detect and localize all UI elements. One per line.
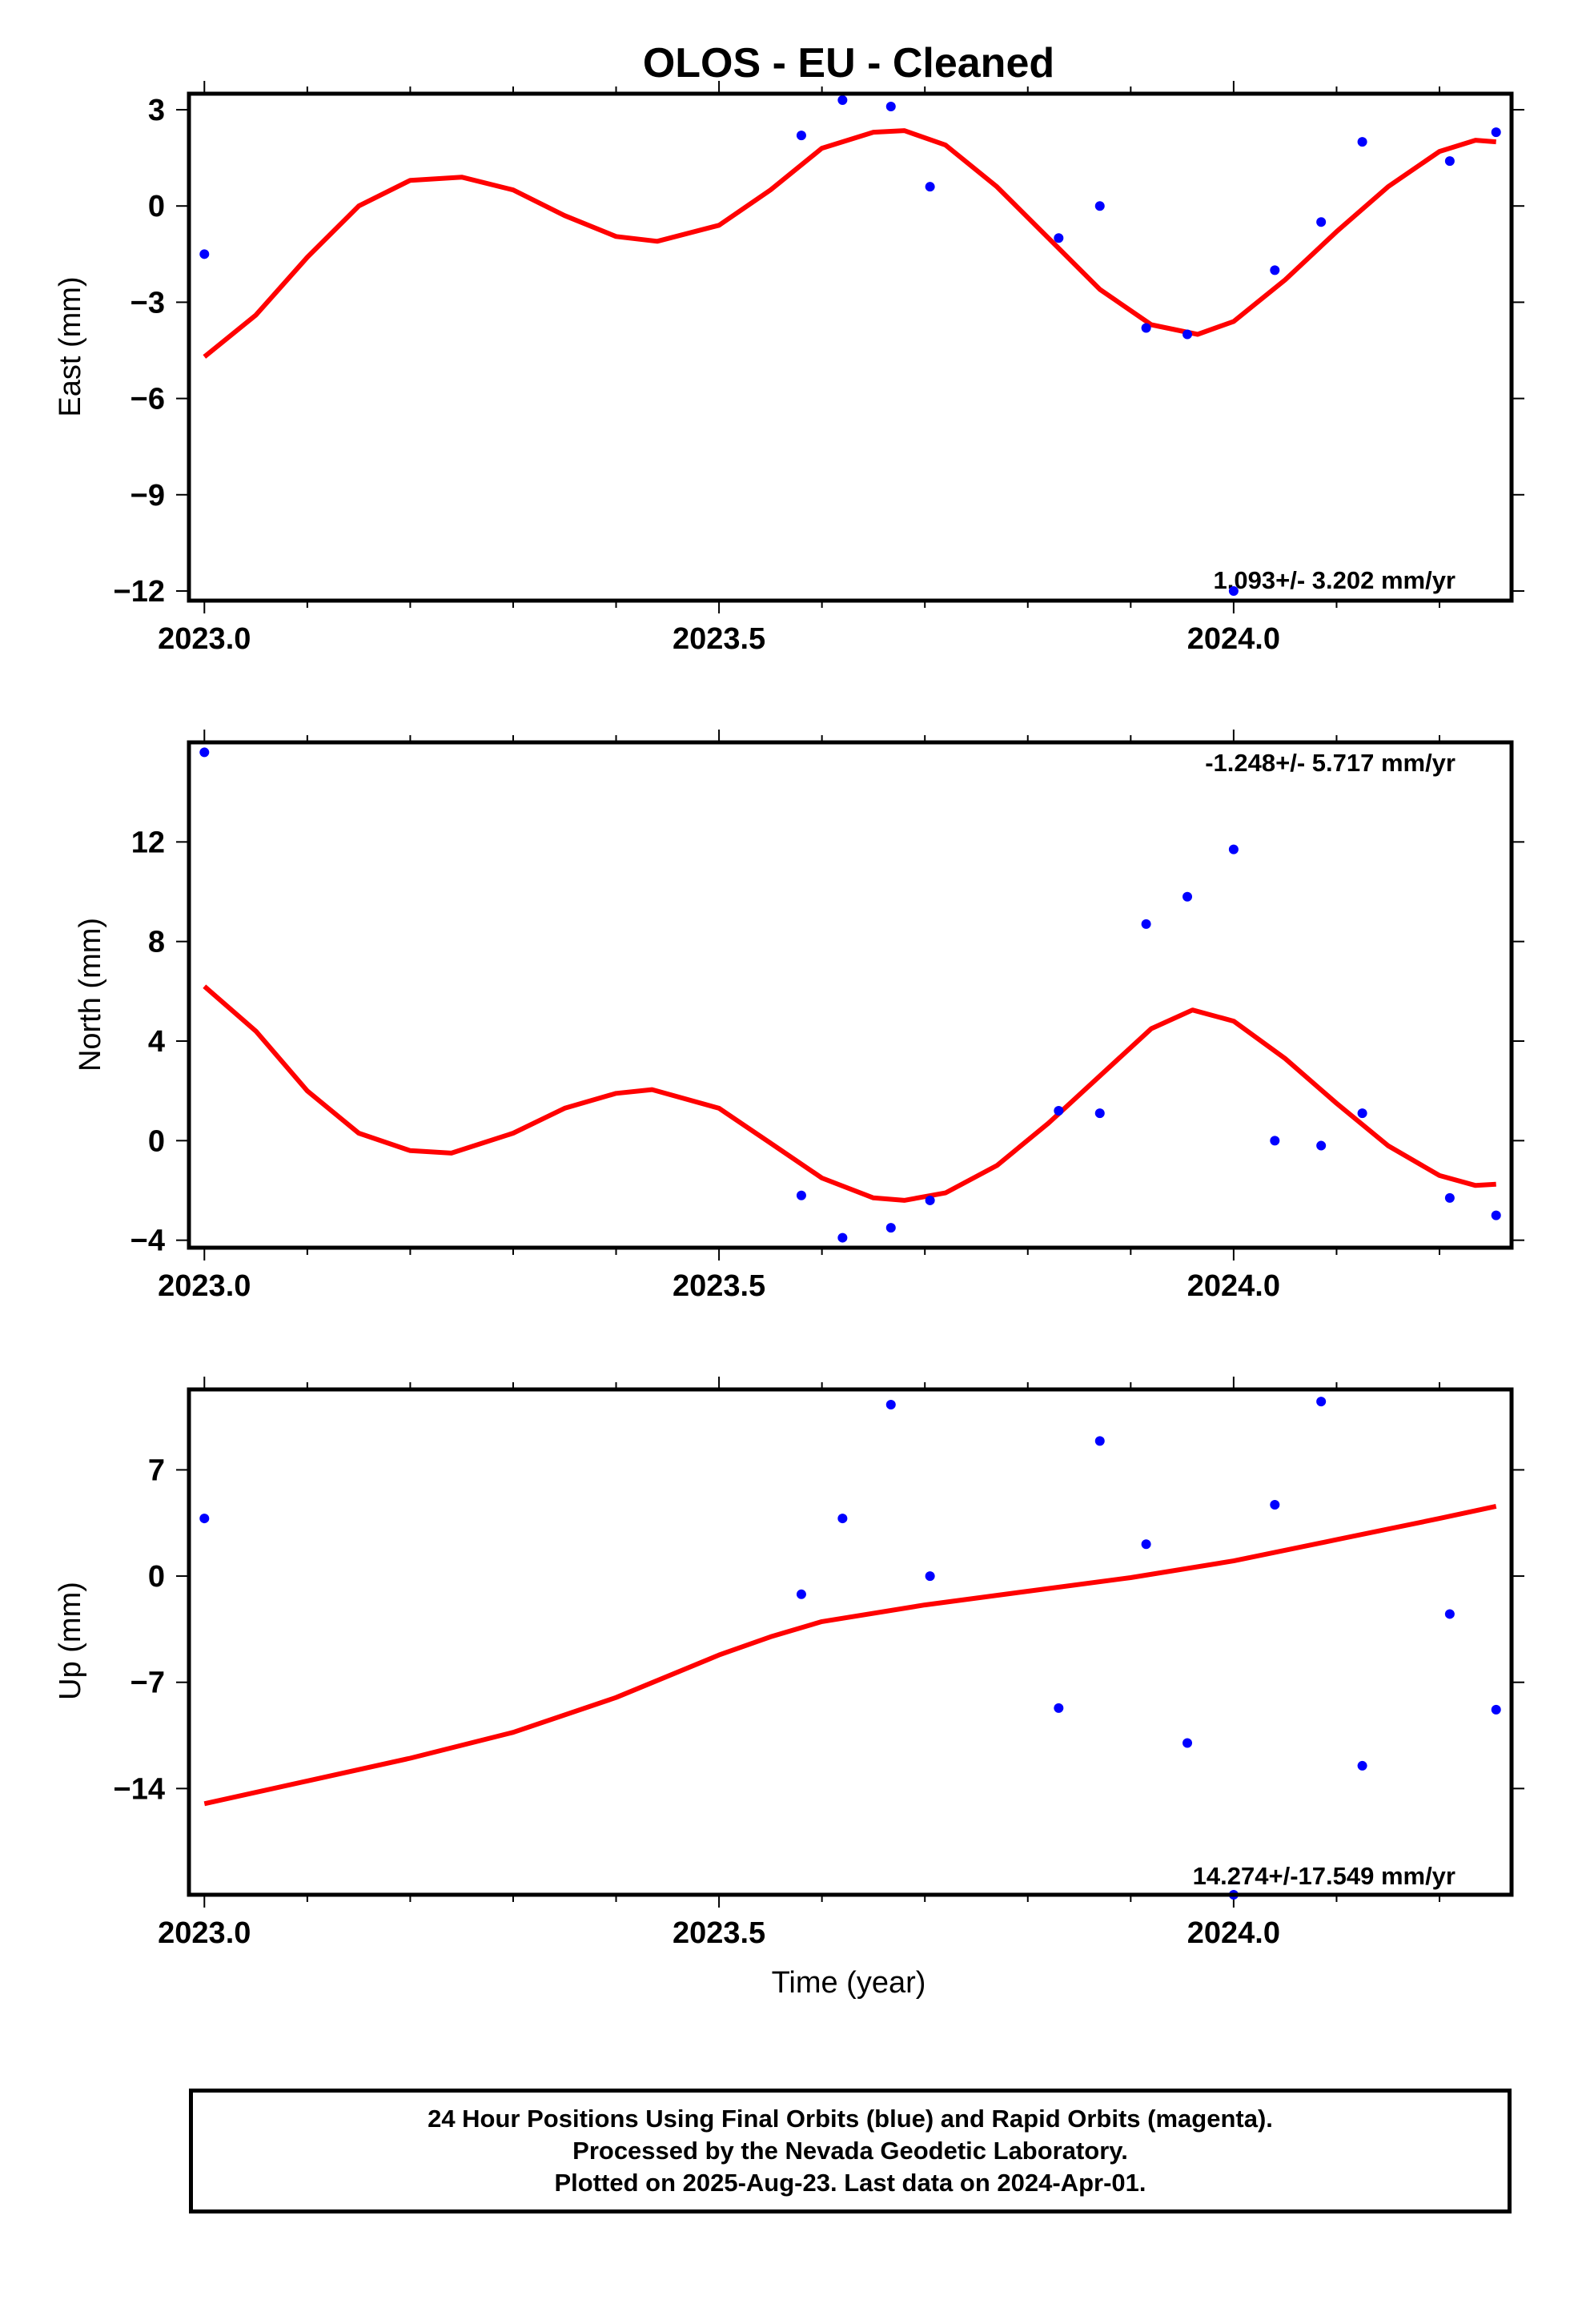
east-data-point: [1316, 217, 1327, 227]
east-plot-frame: [187, 91, 1514, 603]
east-rate-label: 1.093+/- 3.202 mm/yr: [1214, 566, 1456, 594]
east-data-point: [1228, 585, 1239, 596]
north-data-point: [837, 1232, 848, 1243]
up-data-point: [925, 1571, 935, 1582]
east-ytick-label: −6: [130, 383, 165, 416]
east-ytick-label: −12: [114, 575, 165, 609]
east-xtick-label: 2024.0: [1187, 622, 1280, 656]
north-data-point: [1054, 1106, 1064, 1116]
east-data-point: [885, 102, 896, 112]
up-data-point: [1316, 1397, 1327, 1407]
north-data-point: [1270, 1136, 1280, 1146]
east-ytick-label: 3: [148, 94, 165, 127]
up-ytick-label: 7: [148, 1454, 165, 1487]
north-data-point: [1094, 1108, 1105, 1119]
up-data-point: [1270, 1500, 1280, 1510]
east-ytick-label: −3: [130, 286, 165, 320]
up-xtick-label: 2024.0: [1187, 1916, 1280, 1950]
north-data-point: [1357, 1108, 1367, 1119]
up-xtick-label: 2023.0: [158, 1916, 251, 1950]
east-data-point: [837, 95, 848, 106]
up-data-point: [837, 1514, 848, 1524]
up-axis-label: Up (mm): [54, 1582, 87, 1700]
east-data-point: [1054, 233, 1064, 243]
north-axis-label: North (mm): [74, 918, 107, 1072]
up-rate-label: 14.274+/-17.549 mm/yr: [1193, 1862, 1456, 1890]
time-axis-label: Time (year): [772, 1966, 926, 2000]
up-data-point: [796, 1589, 806, 1599]
north-ytick-label: 12: [131, 826, 165, 859]
north-data-point: [1491, 1210, 1501, 1220]
footer-line-3: Plotted on 2025-Aug-23. Last data on 202…: [554, 2169, 1146, 2197]
north-rate-label: -1.248+/- 5.717 mm/yr: [1205, 749, 1456, 777]
east-data-point: [1094, 201, 1105, 211]
east-fit-line: [203, 128, 1496, 359]
up-ytick-label: −14: [114, 1772, 165, 1806]
north-data-point: [199, 747, 210, 758]
up-xtick-label: 2023.5: [673, 1916, 765, 1950]
east-axis-label: East (mm): [54, 276, 87, 416]
up-data-point: [1054, 1703, 1064, 1713]
up-data-point: [1182, 1738, 1193, 1748]
chart-title: OLOS - EU - Cleaned: [643, 40, 1054, 86]
north-plot-frame: [187, 740, 1514, 1250]
north-data-point: [1141, 919, 1151, 929]
footer-line-1: 24 Hour Positions Using Final Orbits (bl…: [428, 2105, 1273, 2133]
north-ytick-label: 8: [148, 926, 165, 959]
north-data-point: [885, 1223, 896, 1233]
east-data-point: [199, 249, 210, 259]
east-panel: East (mm) 1.093+/- 3.202 mm/yr 2023.0 202…: [54, 81, 1524, 656]
north-data-point: [925, 1195, 935, 1205]
north-ytick-label: −4: [130, 1224, 165, 1258]
up-data-point: [885, 1399, 896, 1409]
east-data-point: [796, 131, 806, 141]
up-panel: Up (mm) 14.274+/-17.549 mm/yr 2023.0 2023…: [54, 1377, 1524, 1950]
up-data-point: [1491, 1704, 1501, 1715]
east-data-point: [1270, 265, 1280, 275]
up-data-point: [1357, 1760, 1367, 1771]
up-data-point: [1094, 1436, 1105, 1446]
east-xtick-label: 2023.0: [158, 622, 251, 656]
east-data-point: [1182, 329, 1193, 340]
up-data-point: [1444, 1609, 1455, 1619]
north-fit-line: [203, 984, 1496, 1203]
north-data-point: [796, 1190, 806, 1200]
east-data-point: [1491, 127, 1501, 138]
up-plot-frame: [187, 1387, 1514, 1897]
footer-line-2: Processed by the Nevada Geodetic Laborat…: [572, 2137, 1128, 2165]
east-data-point: [1444, 156, 1455, 167]
up-data-point: [199, 1514, 210, 1524]
north-panel: North (mm) -1.248+/- 5.717 mm/yr 2023.0 2…: [74, 730, 1524, 1303]
east-data-point: [1357, 137, 1367, 147]
footer-box: 24 Hour Positions Using Final Orbits (bl…: [189, 2089, 1512, 2213]
up-fit-line: [203, 1503, 1497, 1807]
north-ytick-label: 0: [148, 1124, 165, 1158]
north-xtick-label: 2023.0: [158, 1269, 251, 1303]
east-data-point: [925, 182, 935, 192]
north-xtick-label: 2023.5: [673, 1269, 765, 1303]
north-data-point: [1316, 1140, 1327, 1151]
up-ytick-label: 0: [148, 1560, 165, 1594]
up-ytick-label: −7: [130, 1667, 165, 1700]
north-data-point: [1444, 1192, 1455, 1203]
north-ytick-label: 4: [148, 1025, 165, 1059]
east-xtick-label: 2023.5: [673, 622, 765, 656]
north-xtick-label: 2024.0: [1187, 1269, 1280, 1303]
east-data-point: [1141, 323, 1151, 333]
east-ytick-label: 0: [148, 190, 165, 223]
north-data-point: [1228, 844, 1239, 854]
up-data-point: [1141, 1539, 1151, 1550]
east-ytick-label: −9: [130, 479, 165, 513]
north-data-point: [1182, 891, 1193, 902]
